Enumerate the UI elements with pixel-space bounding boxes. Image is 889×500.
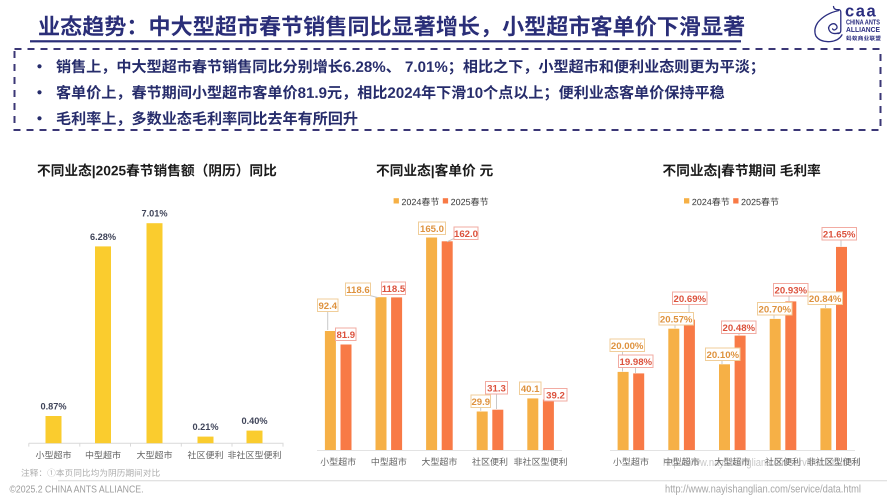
svg-text:20.70%: 20.70% — [759, 304, 792, 315]
svg-text:6.28%: 6.28% — [90, 232, 116, 242]
svg-text:20.57%: 20.57% — [660, 314, 693, 325]
svg-text:92.4: 92.4 — [318, 301, 337, 312]
svg-text:0.87%: 0.87% — [40, 401, 66, 411]
svg-text:118.5: 118.5 — [382, 284, 406, 295]
svg-text:20.93%: 20.93% — [775, 285, 808, 296]
svg-text:40.1: 40.1 — [521, 384, 540, 395]
svg-text:http://www.nayishanglian.com/s: http://www.nayishanglian.com/service/dat… — [663, 457, 860, 469]
svg-text:©2025.2 CHINA ANTS ALLIANCE.: ©2025.2 CHINA ANTS ALLIANCE. — [10, 485, 144, 496]
svg-text:118.6: 118.6 — [346, 285, 369, 296]
svg-text:19.98%: 19.98% — [620, 357, 653, 368]
svg-text:162.0: 162.0 — [454, 229, 478, 240]
svg-text:20.00%: 20.00% — [611, 341, 644, 352]
svg-text:caa: caa — [845, 3, 877, 21]
svg-text:31.3: 31.3 — [487, 383, 506, 394]
svg-text:165.0: 165.0 — [420, 224, 444, 235]
svg-text:0.21%: 0.21% — [192, 422, 218, 432]
svg-text:39.2: 39.2 — [546, 390, 565, 401]
svg-text:7.01%: 7.01% — [141, 209, 167, 219]
svg-text:21.65%: 21.65% — [823, 229, 856, 240]
svg-text:ALLIANCE: ALLIANCE — [846, 25, 880, 34]
svg-text:CHINA ANTS: CHINA ANTS — [846, 18, 880, 27]
svg-text:0.40%: 0.40% — [241, 416, 267, 426]
svg-text:20.69%: 20.69% — [674, 294, 707, 305]
svg-text:20.84%: 20.84% — [809, 294, 842, 305]
svg-text:29.9: 29.9 — [471, 397, 490, 408]
svg-text:20.10%: 20.10% — [707, 350, 740, 361]
svg-text:http://www.nayishanglian.com/s: http://www.nayishanglian.com/service/dat… — [665, 484, 861, 496]
svg-text:20.48%: 20.48% — [723, 323, 756, 334]
svg-text:81.9: 81.9 — [336, 330, 355, 341]
